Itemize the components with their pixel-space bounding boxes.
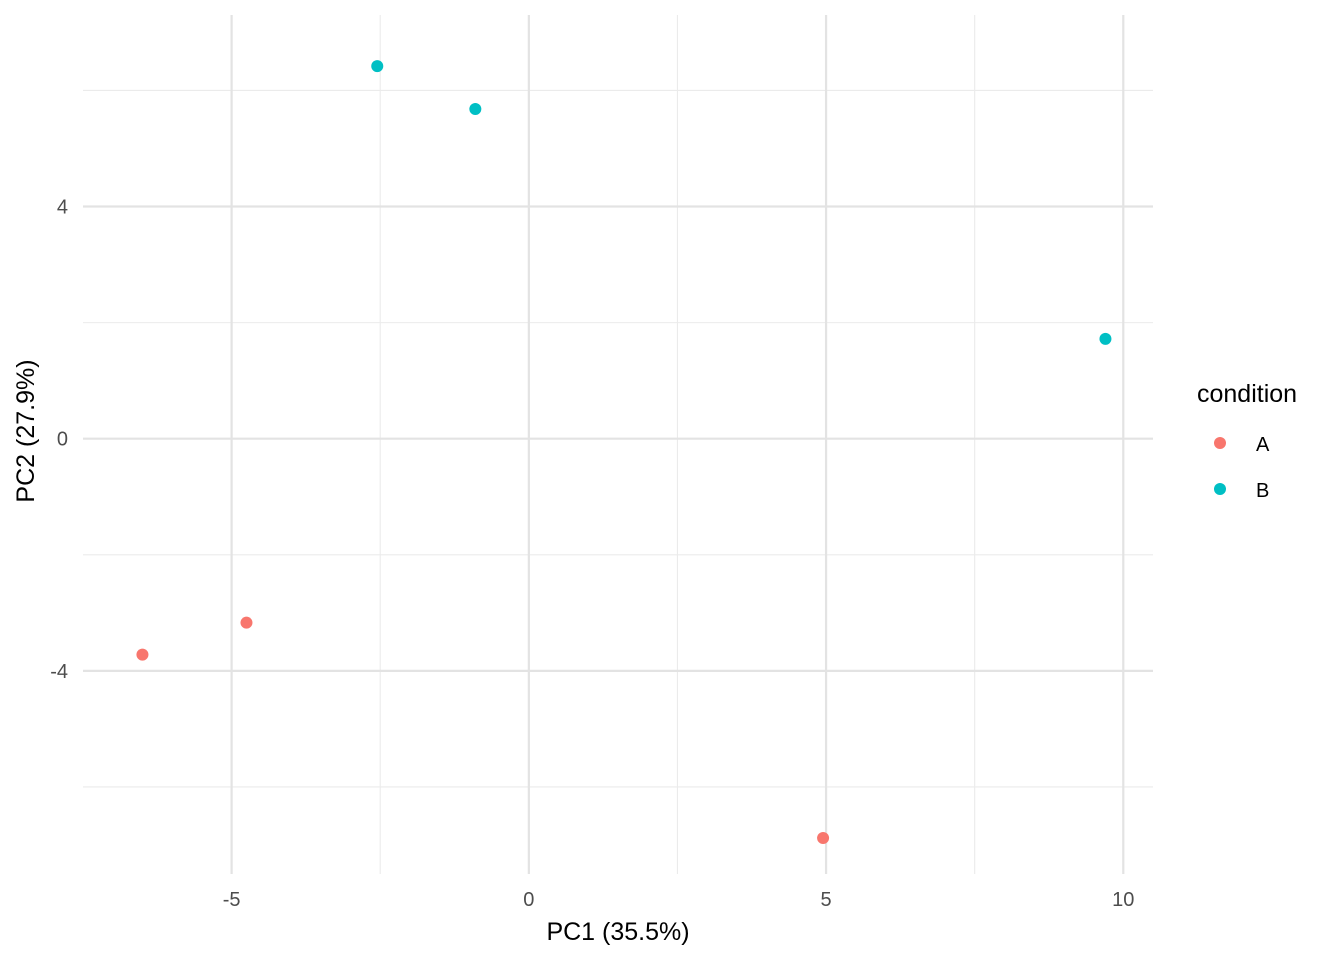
y-tick-labels: -4 0 4 (50, 197, 68, 683)
y-axis-title: PC2 (27.9%) (12, 359, 40, 502)
y-tick-label: 4 (57, 197, 68, 219)
legend-key-B (1214, 483, 1226, 495)
data-points (136, 60, 1112, 845)
legend-label-B: B (1256, 480, 1269, 502)
x-axis-title: PC1 (35.5%) (546, 918, 689, 946)
x-tick-label: 5 (820, 889, 831, 911)
legend-entries: AB (1214, 434, 1270, 502)
grid-major (83, 15, 1153, 874)
data-point-A (817, 832, 830, 845)
x-tick-label: 10 (1112, 889, 1134, 911)
x-tick-label: -5 (223, 889, 241, 911)
legend-title: condition (1197, 380, 1297, 408)
data-point-B (371, 60, 384, 73)
data-point-B (1099, 332, 1112, 345)
y-tick-label: 0 (57, 429, 68, 451)
plot-area (83, 15, 1153, 874)
data-point-A (136, 648, 149, 661)
x-tick-labels: -5 0 5 10 (223, 889, 1135, 911)
legend: condition AB (1197, 380, 1297, 502)
legend-key-A (1214, 437, 1226, 449)
x-tick-label: 0 (523, 889, 534, 911)
y-tick-label: -4 (50, 661, 68, 683)
data-point-A (240, 616, 253, 629)
legend-label-A: A (1256, 434, 1270, 456)
data-point-B (469, 103, 482, 116)
grid-minor (83, 15, 1153, 874)
